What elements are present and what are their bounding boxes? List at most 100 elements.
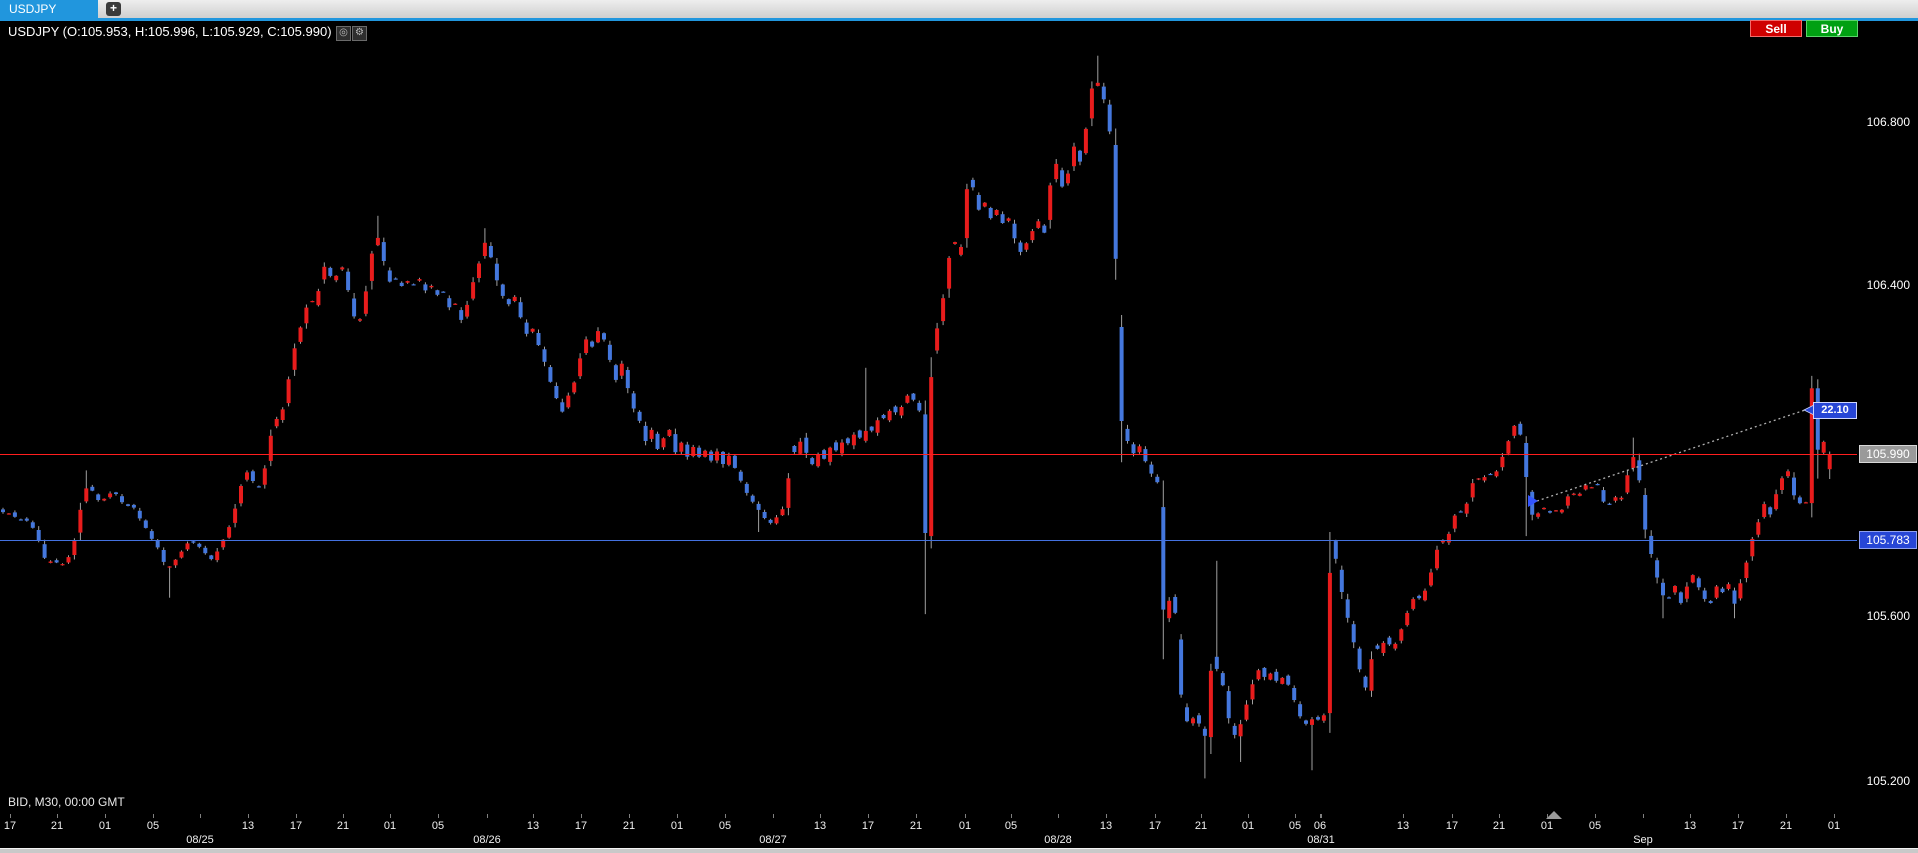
time-axis-tick [629,814,630,818]
time-axis-hour-label: 21 [622,820,636,832]
time-axis-tick [487,814,488,818]
time-axis-hour-label: 21 [1779,820,1793,832]
price-axis-label: 105.600 [1866,609,1910,623]
time-axis-tick [1690,814,1691,818]
time-axis-tick [105,814,106,818]
time-axis-tick [1201,814,1202,818]
tab-usdjpy[interactable]: USDJPY [0,0,98,18]
time-axis-hour-label: 17 [1445,820,1459,832]
time-axis-tick [390,814,391,818]
time-axis-hour-label: 21 [50,820,64,832]
time-axis-hour-label: 17 [289,820,303,832]
time-axis-hour-label: 06 [1313,820,1327,832]
time-axis-hour-label: 01 [958,820,972,832]
eye-icon[interactable]: ◎ [336,26,351,41]
time-axis-hour-label: 01 [383,820,397,832]
time-axis-hour-label: 13 [526,820,540,832]
time-axis-tick [1295,814,1296,818]
time-axis-hour-label: 01 [1827,820,1841,832]
time-axis-tick [1499,814,1500,818]
time-axis-hour-label: 13 [813,820,827,832]
price-axis-label: 106.400 [1866,278,1910,292]
time-axis-date-label: 08/27 [759,834,787,846]
time-axis-hour-label: 05 [1588,820,1602,832]
time-axis-tick [1320,814,1321,818]
time-axis-tick [773,814,774,818]
time-axis-tick [10,814,11,818]
time-axis-tick [916,814,917,818]
time-axis-hour-label: 13 [1396,820,1410,832]
time-axis-tick [533,814,534,818]
time-axis-hour-label: 21 [1492,820,1506,832]
time-axis-hour-label: 01 [1540,820,1554,832]
time-axis-hour-label: 13 [1099,820,1113,832]
time-axis-hour-label: 05 [146,820,160,832]
price-axis-label: 106.800 [1866,115,1910,129]
time-axis-tick [1106,814,1107,818]
time-axis-hour-label: 17 [3,820,17,832]
time-axis-date-label: 08/26 [473,834,501,846]
time-axis-hour-label: 05 [718,820,732,832]
time-axis-hour-label: 13 [241,820,255,832]
time-axis-tick [820,814,821,818]
tab-bar: USDJPY + [0,0,1918,18]
time-axis-tick [1011,814,1012,818]
time-axis-tick [248,814,249,818]
quote-info-label: BID, M30, 00:00 GMT [8,795,125,809]
time-axis-hour-label: 05 [431,820,445,832]
time-axis-tick [1058,814,1059,818]
time-axis-tick [1786,814,1787,818]
time-axis-tick [296,814,297,818]
current-price-line [0,454,1857,455]
time-axis-tick [1738,814,1739,818]
tab-underline [0,18,1918,21]
chart-title-ohlc: USDJPY (O:105.953, H:105.996, L:105.929,… [8,24,332,39]
time-axis-tick [153,814,154,818]
time-axis-hour-label: 01 [670,820,684,832]
time-axis-hour-label: 21 [909,820,923,832]
time-axis-hour-label: 01 [1241,820,1255,832]
sell-button[interactable]: Sell [1750,20,1802,37]
time-axis-tick [1403,814,1404,818]
time-axis-tick [438,814,439,818]
price-axis-label: 105.200 [1866,774,1910,788]
window-bottom-edge [0,848,1918,853]
time-axis-tick [200,814,201,818]
time-axis-tick [868,814,869,818]
time-axis-tick [1547,814,1548,818]
time-axis-hour-label: 05 [1288,820,1302,832]
time-axis-hour-label: 17 [1148,820,1162,832]
time-axis-date-label: 08/31 [1307,834,1335,846]
time-axis-tick [965,814,966,818]
time-axis-tick [1321,814,1322,818]
support-price-tag: 105.783 [1859,531,1917,549]
gear-icon[interactable]: ⚙ [352,26,367,41]
time-axis-date-label: 08/25 [186,834,214,846]
time-axis-hour-label: 21 [1194,820,1208,832]
time-axis-hour-label: 13 [1683,820,1697,832]
time-axis-tick [1834,814,1835,818]
time-axis-tick [343,814,344,818]
time-axis-tick [677,814,678,818]
support-price-line[interactable] [0,540,1857,541]
add-tab-button[interactable]: + [106,2,121,16]
time-axis-tick [725,814,726,818]
time-axis-tick [1248,814,1249,818]
time-axis-date-label: 08/28 [1044,834,1072,846]
time-axis-hour-label: 01 [98,820,112,832]
time-axis-tick [1643,814,1644,818]
time-axis-tick [1595,814,1596,818]
time-axis-hour-label: 17 [574,820,588,832]
time-axis-hour-label: 17 [1731,820,1745,832]
time-axis-hour-label: 05 [1004,820,1018,832]
time-axis-tick [1452,814,1453,818]
time-axis-hour-label: 17 [861,820,875,832]
time-axis-tick [57,814,58,818]
buy-button[interactable]: Buy [1806,20,1858,37]
time-axis-date-label: Sep [1633,834,1653,846]
measurement-label[interactable]: 22.10 [1813,402,1857,419]
current-price-tag: 105.990 [1859,445,1917,463]
time-axis-tick [581,814,582,818]
